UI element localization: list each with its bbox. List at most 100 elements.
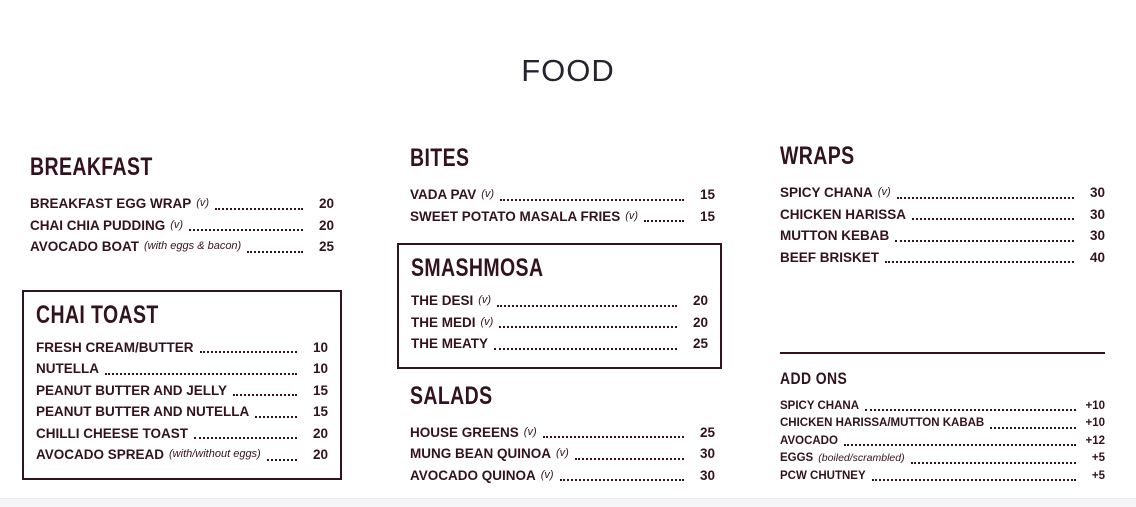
item-price: 20 — [692, 314, 708, 330]
section-heading-text: BREAKFAST — [30, 153, 153, 181]
item-price: 20 — [318, 217, 334, 233]
item-price: 20 — [318, 196, 334, 211]
dot-leader — [910, 461, 1076, 464]
item-name: HOUSE GREENS — [410, 424, 519, 440]
menu-item-row: SPICY CHANA (v) 30 — [780, 182, 1105, 204]
menu-item-row: SPICY CHANA +10 — [780, 398, 1105, 415]
item-note: (v) — [196, 197, 210, 209]
item-price: 15 — [312, 382, 328, 398]
dot-leader — [255, 415, 297, 418]
menu-item-row: EGGS (boiled/scrambled) +5 — [780, 450, 1105, 467]
page-title: FOOD — [521, 53, 615, 88]
dot-leader — [497, 304, 677, 307]
dot-leader — [542, 436, 684, 438]
item-name: SPICY CHANA — [780, 185, 873, 200]
item-note: (boiled/scrambled) — [818, 452, 905, 465]
item-price: +5 — [1091, 469, 1105, 482]
dot-leader — [574, 457, 684, 460]
dot-leader — [912, 218, 1074, 220]
item-name: AVOCADO QUINOA — [410, 467, 536, 483]
dot-leader — [871, 479, 1076, 482]
item-name: SPICY CHANA — [780, 400, 860, 412]
menu-item-row: MUTTON KEBAB 30 — [780, 225, 1105, 247]
menu-column-left: BREAKFAST BREAKFAST EGG WRAP (v) 20 CHAI CHI… — [22, 155, 342, 480]
menu-item-row: NUTELLA 10 — [36, 358, 328, 380]
item-price: 20 — [692, 293, 708, 308]
item-price: 25 — [318, 239, 334, 254]
section-heading-text: BITES — [410, 144, 470, 172]
item-note: (with/without eggs) — [169, 448, 261, 460]
item-name: CHICKEN HARISSA — [780, 206, 907, 222]
item-note: (with eggs & bacon) — [144, 240, 242, 252]
section-heading: CHAI TOAST — [36, 302, 328, 328]
menu-item-row: VADA PAV (v) 15 — [410, 184, 715, 206]
item-name: VADA PAV — [410, 187, 477, 202]
section-wraps: WRAPS SPICY CHANA (v) 30 CHICKEN HARISSA 30 MU… — [780, 144, 1105, 268]
item-name: PEANUT BUTTER AND JELLY — [36, 382, 228, 398]
item-price: +5 — [1091, 452, 1105, 465]
menu-item-row: PCW CHUTNEY +5 — [780, 468, 1105, 485]
dot-leader — [500, 198, 684, 201]
item-name: SWEET POTATO MASALA FRIES — [410, 208, 621, 224]
section-add-ons: ADD ONS SPICY CHANA +10 CHICKEN HARISSA/MUT… — [780, 352, 1105, 485]
section-heading-text: SALADS — [410, 381, 493, 410]
item-price: 30 — [1089, 206, 1105, 222]
menu-item-row: THE MEDI (v) 20 — [411, 312, 708, 334]
item-price: 30 — [699, 446, 715, 461]
item-price: 30 — [1089, 185, 1105, 200]
item-price: +10 — [1085, 400, 1105, 412]
menu-item-row: CHAI CHIA PUDDING (v) 20 — [30, 215, 334, 237]
dot-leader — [843, 444, 1076, 447]
item-price: 30 — [1089, 228, 1105, 243]
menu-item-row: BEEF BRISKET 40 — [780, 247, 1105, 269]
dot-leader — [215, 207, 303, 210]
item-name: CHILLI CHEESE TOAST — [36, 425, 189, 441]
item-note: (v) — [877, 186, 891, 198]
item-price: +12 — [1085, 434, 1105, 447]
menu-column-right: WRAPS SPICY CHANA (v) 30 CHICKEN HARISSA 30 MU… — [780, 144, 1105, 485]
item-note: (v) — [170, 218, 184, 231]
section-salads: SALADS HOUSE GREENS (v) 25 MUNG BEAN QUINOA (… — [410, 381, 715, 487]
section-bites: BITES VADA PAV (v) 15 SWEET POTATO MASALA FR… — [410, 146, 715, 227]
dot-leader — [644, 220, 684, 222]
menu-column-center: BITES VADA PAV (v) 15 SWEET POTATO MASALA FR… — [397, 146, 722, 487]
dot-leader — [233, 394, 297, 396]
item-price: +10 — [1085, 417, 1105, 430]
dot-leader — [865, 409, 1076, 412]
item-name: BEEF BRISKET — [780, 249, 880, 265]
dot-leader — [194, 437, 297, 439]
section-heading: BREAKFAST — [30, 155, 334, 180]
dot-leader — [266, 458, 297, 461]
menu-item-row: PEANUT BUTTER AND JELLY 15 — [36, 380, 328, 402]
menu-item-row: HOUSE GREENS (v) 25 — [410, 422, 715, 444]
item-name: AVOCADO BOAT — [30, 239, 139, 254]
item-note: (v) — [625, 209, 639, 222]
section-heading-text: ADD ONS — [780, 369, 848, 388]
item-note: (v) — [481, 188, 495, 200]
item-name: NUTELLA — [36, 361, 99, 376]
dot-leader — [895, 239, 1074, 242]
item-price: 40 — [1089, 249, 1105, 265]
item-name: BREAKFAST EGG WRAP — [30, 196, 192, 211]
menu-item-row: AVOCADO BOAT (with eggs & bacon) 25 — [30, 236, 334, 258]
item-name: AVOCADO SPREAD — [36, 447, 165, 462]
section-divider — [780, 352, 1105, 354]
item-price: 30 — [699, 467, 715, 483]
dot-leader — [499, 326, 677, 328]
dot-leader — [199, 351, 297, 353]
item-name: AVOCADO — [780, 434, 838, 447]
menu-item-row: CHICKEN HARISSA/MUTTON KABAB +10 — [780, 415, 1105, 432]
item-note: (v) — [556, 447, 569, 459]
item-note: (v) — [478, 294, 492, 306]
item-name: THE MEATY — [411, 336, 488, 351]
item-name: MUNG BEAN QUINOA — [410, 446, 551, 461]
page-bottom-edge — [0, 498, 1136, 507]
menu-item-row: THE MEATY 25 — [411, 333, 708, 355]
menu-item-row: MUNG BEAN QUINOA (v) 30 — [410, 443, 715, 465]
dot-leader — [494, 347, 677, 350]
menu-item-row: THE DESI (v) 20 — [411, 290, 708, 312]
menu-item-row: CHICKEN HARISSA 30 — [780, 204, 1105, 226]
section-heading-text: SMASHMOSA — [411, 254, 544, 282]
item-name: CHAI CHIA PUDDING — [30, 217, 166, 233]
